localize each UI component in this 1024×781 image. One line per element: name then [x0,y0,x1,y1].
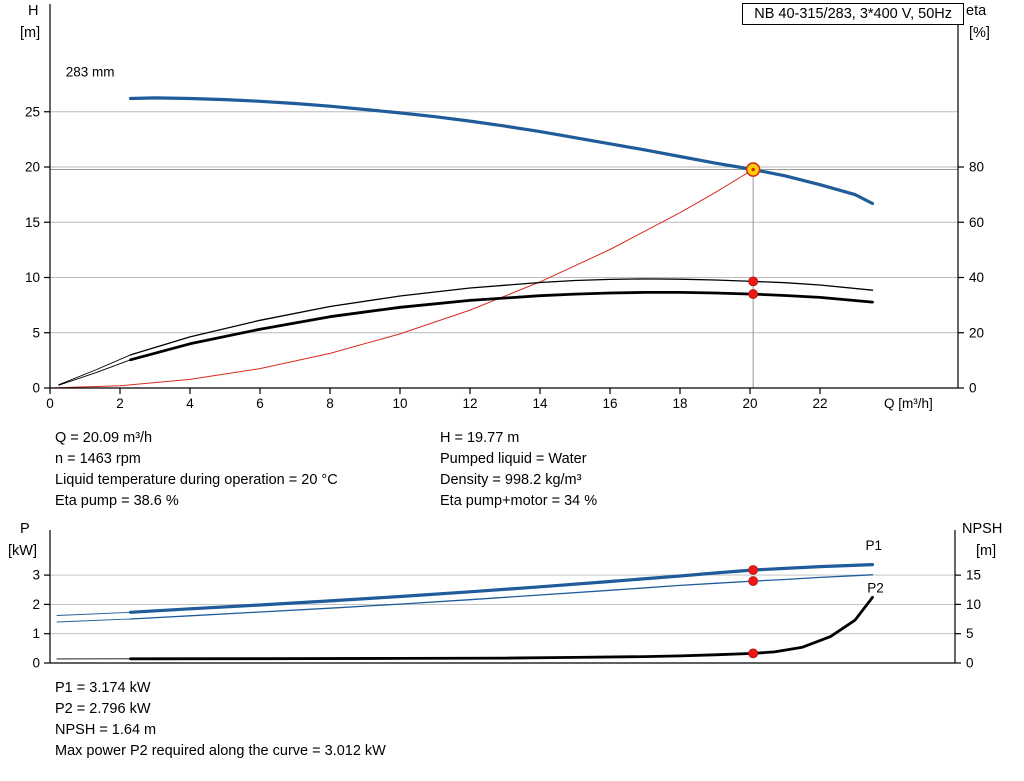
curve-label: P1 [866,538,883,553]
series-p1-curve [128,563,875,614]
svg-text:2: 2 [32,597,40,612]
svg-text:0: 0 [966,656,974,671]
svg-text:14: 14 [532,396,548,411]
svg-text:0: 0 [32,656,40,671]
info-line-eta-pump: Eta pump = 38.6 % [55,493,179,509]
svg-text:10: 10 [966,597,981,612]
duty-dot-marker [748,576,759,586]
npsh-axis-unit: [m] [976,543,997,559]
svg-text:22: 22 [812,396,827,411]
info-line-h: H = 19.77 m [440,430,520,446]
npsh-axis-label: NPSH [962,521,1003,537]
duty-dot-marker [748,648,759,659]
h-axis-unit: [m] [20,25,41,41]
result-block: P1 = 3.174 kW P2 = 2.796 kW NPSH = 1.64 … [55,678,386,762]
series-p2-lead [56,618,131,623]
duty-dot-marker [748,289,759,299]
svg-text:16: 16 [602,396,617,411]
svg-text:25: 25 [25,104,40,119]
info-line-liquid: Pumped liquid = Water [440,451,587,467]
series-p2-curve [129,574,874,620]
curve-label: P2 [867,581,884,596]
svg-text:0: 0 [969,381,977,396]
series-system-curve [49,169,754,389]
h-axis-label: H [28,3,39,19]
result-line-npsh: NPSH = 1.64 m [55,722,157,738]
head-chart-svg: 0 2 4 6 8 10 12 14 16 18 20 22 Q [m³/h] 0 5 10 15 20 25 0 20… [25,4,984,411]
gridlines [50,574,955,635]
svg-text:15: 15 [966,568,981,583]
svg-text:80: 80 [969,160,984,175]
svg-text:Q [m³/h]: Q [m³/h] [884,396,933,411]
svg-text:4: 4 [186,396,194,411]
svg-text:40: 40 [969,270,984,285]
curve-label: 283 mm [66,64,115,79]
duty-crosshair [50,169,958,388]
result-line-p1: P1 = 3.174 kW [55,680,151,696]
duty-markers [748,565,759,659]
svg-text:0: 0 [32,381,40,396]
svg-text:10: 10 [25,270,40,285]
svg-text:5: 5 [966,626,974,641]
duty-markers [745,162,761,299]
series-eta-pump-motor [129,291,874,362]
svg-text:60: 60 [969,215,984,230]
svg-text:3: 3 [32,568,40,583]
svg-text:2: 2 [116,396,124,411]
series-head-curve-283mm [128,96,875,206]
eta-axis-label: eta [966,3,987,19]
series-p1-lead [56,611,131,616]
result-line-p2: P2 = 2.796 kW [55,701,151,717]
series-curves [49,96,875,389]
svg-text:5: 5 [32,325,40,340]
axes: 0 2 4 6 8 10 12 14 16 18 20 22 Q [m³/h] 0 5 10 15 20 25 0 20… [25,4,984,411]
duty-dot-marker [748,565,759,575]
svg-text:1: 1 [32,626,40,641]
svg-text:15: 15 [25,215,40,230]
series-curves [56,563,875,661]
axes: 0 1 2 3 0 5 10 15 [32,530,981,671]
eta-axis-unit: [%] [969,25,990,41]
svg-text:18: 18 [672,396,687,411]
svg-text:6: 6 [256,396,264,411]
power-chart-svg: 0 1 2 3 0 5 10 15 P1 P2 [32,530,981,671]
info-line-n: n = 1463 rpm [55,451,141,467]
duty-dot-marker [748,276,759,287]
info-line-density: Density = 998.2 kg/m³ [440,472,582,488]
info-block-left: Q = 20.09 m³/h n = 1463 rpm Liquid tempe… [55,428,338,512]
p-axis-unit: [kW] [8,543,37,559]
svg-text:12: 12 [462,396,477,411]
svg-text:20: 20 [742,396,757,411]
duty-point-center [751,167,755,172]
pump-title-box: NB 40-315/283, 3*400 V, 50Hz [742,3,964,25]
series-eta-pump [129,278,874,356]
svg-text:10: 10 [392,396,407,411]
gridlines [50,111,958,334]
p-axis-label: P [20,521,30,537]
svg-text:0: 0 [46,396,54,411]
series-npsh-curve [129,596,874,661]
svg-text:8: 8 [326,396,334,411]
series-eta-pump-lead [58,354,131,386]
info-block-right: H = 19.77 m Pumped liquid = Water Densit… [440,428,597,512]
series-eta-pump-motor-lead [58,359,131,386]
svg-text:20: 20 [969,325,984,340]
info-line-eta-total: Eta pump+motor = 34 % [440,493,598,509]
result-line-maxp2: Max power P2 required along the curve = … [55,743,386,759]
svg-text:20: 20 [25,160,40,175]
info-line-q: Q = 20.09 m³/h [55,430,153,446]
info-line-temp: Liquid temperature during operation = 20… [55,472,338,488]
